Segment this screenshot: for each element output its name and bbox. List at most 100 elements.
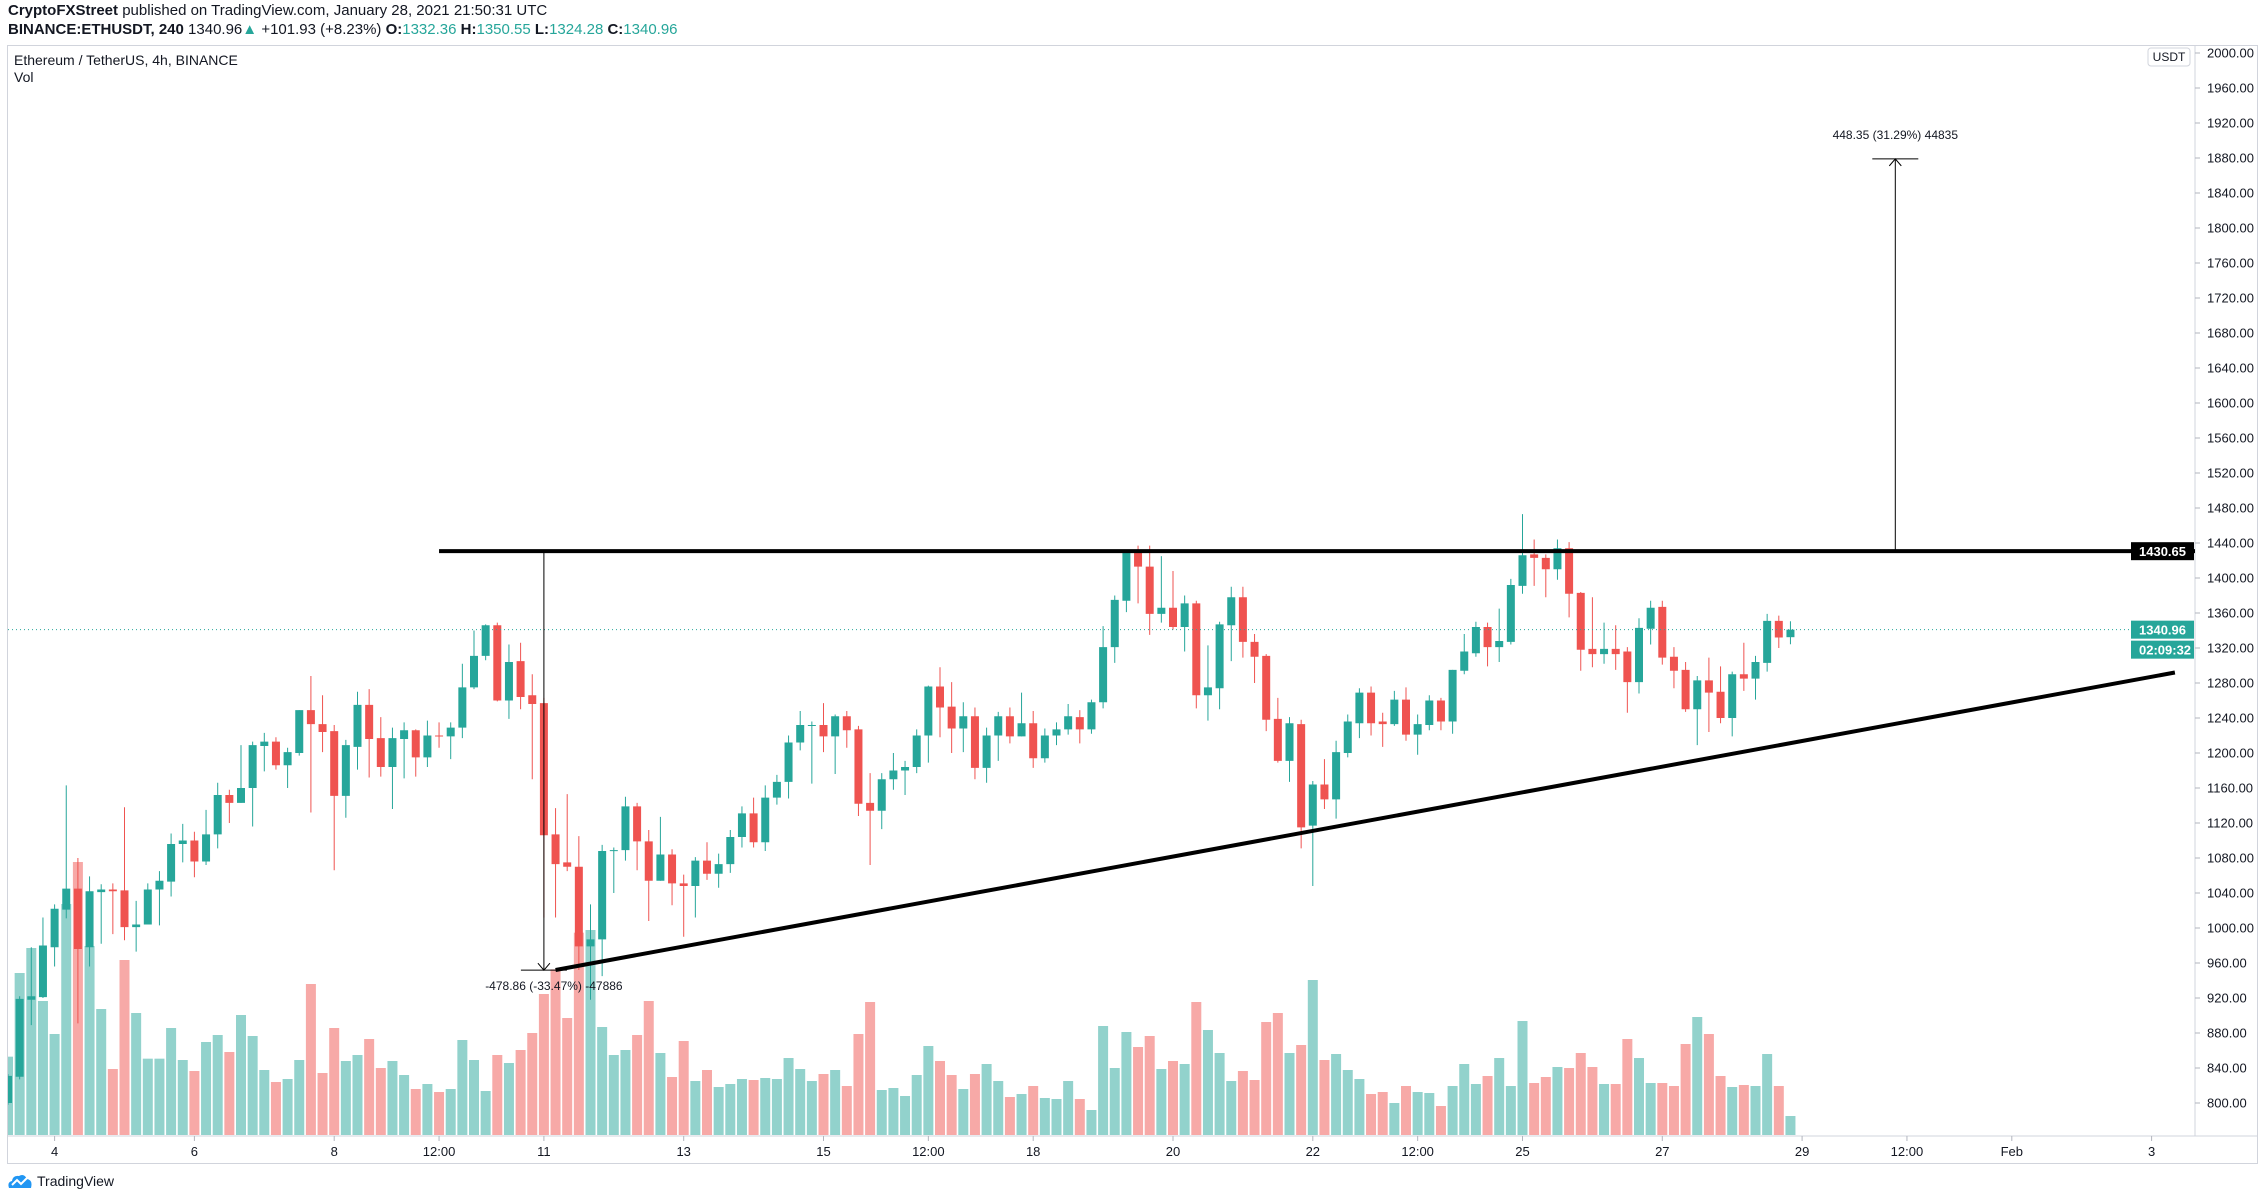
candle-body xyxy=(202,834,211,862)
candle xyxy=(1413,714,1422,755)
candle xyxy=(656,816,665,881)
last-price-badge: 1340.96 xyxy=(2131,620,2194,639)
candle-body xyxy=(1355,692,1364,724)
candle-body xyxy=(155,880,164,890)
candle xyxy=(1635,618,1643,694)
candle xyxy=(1751,655,1760,700)
candle-body xyxy=(376,738,385,767)
candle xyxy=(167,833,176,897)
volume-bar xyxy=(434,1092,445,1135)
candle xyxy=(1576,592,1585,671)
candle-body xyxy=(947,706,956,729)
candle xyxy=(73,858,82,1024)
candle-body xyxy=(1460,651,1469,671)
volume-bar xyxy=(329,1028,340,1135)
volume-indicator-label[interactable]: Vol xyxy=(14,69,34,85)
candle-body xyxy=(97,889,106,893)
candle xyxy=(15,996,24,1080)
candle xyxy=(50,904,59,967)
candle-body xyxy=(306,710,315,725)
price-tick-label: 1160.00 xyxy=(2207,781,2253,796)
candle xyxy=(435,722,444,748)
candle xyxy=(714,853,723,888)
volume-bar xyxy=(37,1001,48,1135)
candle-body xyxy=(1145,566,1154,614)
candle-body xyxy=(831,716,840,737)
volume-bar xyxy=(771,1079,782,1135)
candle-body xyxy=(1565,548,1574,594)
candle-body xyxy=(423,735,432,758)
candle-body xyxy=(1495,641,1504,648)
symbol: BINANCE:ETHUSDT, 240 xyxy=(8,21,184,38)
volume-bar xyxy=(1692,1017,1703,1135)
candle xyxy=(644,830,653,921)
volume-bar xyxy=(702,1070,712,1135)
candle xyxy=(703,842,711,880)
volume-bar xyxy=(620,1050,631,1135)
candle xyxy=(504,644,513,719)
volume-bar xyxy=(1727,1087,1738,1135)
candle xyxy=(1681,662,1690,712)
published-text: published on TradingView.com, January 28… xyxy=(122,2,548,19)
candle-body xyxy=(656,854,665,881)
candle-body xyxy=(1169,607,1177,627)
candle-body xyxy=(213,795,222,835)
candle xyxy=(1017,692,1026,737)
drawings[interactable]: -478.86 (-33.47%) -47886 448.35 (31.29%) … xyxy=(8,128,2195,993)
candle xyxy=(1390,690,1399,726)
candle-body xyxy=(1541,557,1550,570)
volume-bar xyxy=(1237,1071,1248,1135)
candle xyxy=(1308,781,1317,886)
volume-bar xyxy=(1622,1039,1633,1135)
candle-body xyxy=(388,738,397,767)
candle-body xyxy=(1238,597,1247,642)
time-axis[interactable]: 4 6 8 12:00 11 13 15 12:00 18 20 22 12:00 25 27 29 12:0… xyxy=(51,1136,2155,1159)
candle-body xyxy=(341,745,350,796)
volume-bar xyxy=(1098,1026,1109,1135)
price-axis[interactable]: 2000.00 1960.00 1920.00 1880.00 1840.00 1800.… xyxy=(2195,46,2254,1111)
volume-bar xyxy=(1261,1022,1272,1135)
price-tick-label: 1400.00 xyxy=(2207,571,2254,586)
tradingview-logo[interactable]: TradingView xyxy=(7,1172,114,1190)
price-tick-label: 1600.00 xyxy=(2207,396,2254,411)
volume-bar xyxy=(643,1001,654,1135)
volume-bar xyxy=(1307,980,1318,1135)
volume-bar xyxy=(1366,1094,1377,1135)
volume-bar xyxy=(632,1035,643,1135)
candle-body xyxy=(1774,620,1783,638)
candle xyxy=(1786,621,1795,645)
candle xyxy=(1471,621,1480,657)
candle xyxy=(470,630,478,690)
time-tick-label: 27 xyxy=(1655,1144,1669,1159)
currency-badge[interactable]: USDT xyxy=(2147,47,2191,67)
candle xyxy=(1460,634,1469,675)
candle xyxy=(365,689,374,778)
candle xyxy=(1425,695,1434,731)
candle xyxy=(330,725,339,871)
volume-bar xyxy=(1773,1086,1784,1135)
volume-bar xyxy=(340,1061,351,1135)
candle-body xyxy=(132,924,141,928)
chart-panel[interactable] xyxy=(7,45,2258,1164)
candle xyxy=(1110,595,1119,663)
volume-bar xyxy=(795,1069,806,1135)
candle xyxy=(1378,712,1387,747)
candle xyxy=(1495,608,1504,662)
candle-body xyxy=(1658,606,1667,658)
candle-body xyxy=(866,802,875,811)
volume-bar xyxy=(1447,1086,1458,1135)
candle xyxy=(202,809,211,865)
candle xyxy=(1134,545,1143,604)
candle xyxy=(912,729,921,774)
volume-bar xyxy=(1540,1077,1551,1135)
candle xyxy=(726,830,735,873)
candle xyxy=(1530,539,1539,586)
candle xyxy=(691,857,700,918)
candle xyxy=(854,725,863,816)
volume-bar xyxy=(96,1009,107,1135)
candle-body xyxy=(85,891,94,948)
candle xyxy=(947,682,956,753)
volume-bar xyxy=(26,948,37,1135)
candle xyxy=(737,806,746,848)
